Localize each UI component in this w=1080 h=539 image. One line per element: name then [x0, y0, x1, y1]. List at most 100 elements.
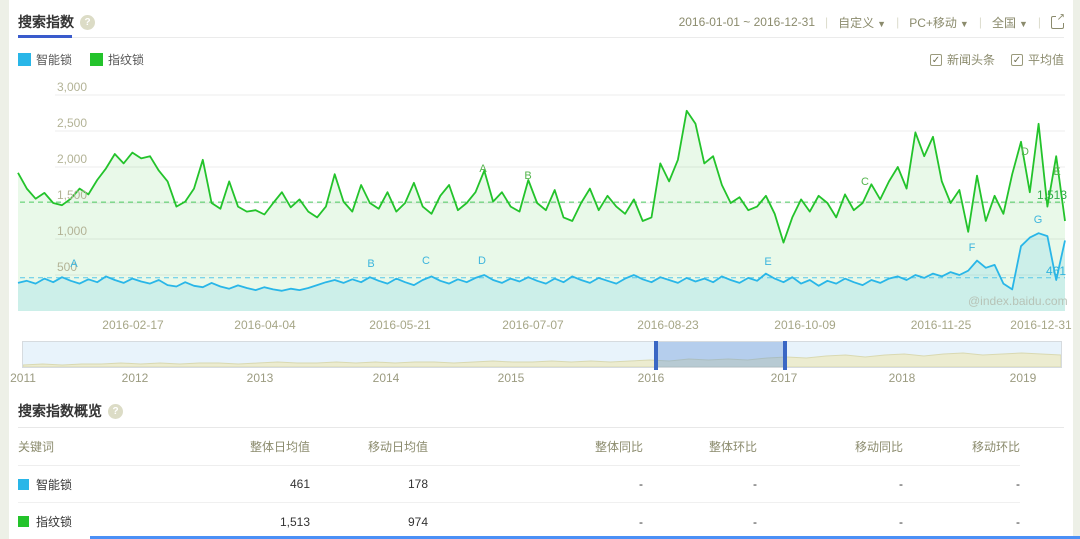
bottom-accent-bar: [90, 536, 1080, 539]
timeline-year-label: 2019: [1009, 371, 1037, 385]
overall-mom-value: -: [753, 477, 757, 491]
date-mode-dropdown[interactable]: 自定义 ▼: [838, 15, 887, 30]
timeline-year-label: 2015: [497, 371, 525, 385]
platform-dropdown[interactable]: PC+移动 ▼: [909, 15, 969, 30]
divider: |: [896, 15, 900, 29]
page-left-margin: [0, 0, 9, 539]
overview-title: 搜索指数概览: [18, 403, 102, 419]
timeline-year-label: 2016: [637, 371, 665, 385]
mobile-mom-value: -: [1016, 514, 1020, 529]
chevron-down-icon: ▼: [877, 18, 887, 29]
legend-swatch-green: [90, 53, 104, 66]
timeline-slider[interactable]: [22, 341, 1062, 370]
checkbox-checked-icon: ✓: [1010, 53, 1023, 66]
x-axis-label: 2016-10-09: [774, 318, 836, 332]
col-mobile-avg: 移动日均值: [367, 440, 428, 454]
keyword-label[interactable]: 智能锁: [36, 477, 73, 492]
average-checkbox[interactable]: ✓ 平均值: [1010, 53, 1064, 67]
overall-avg-value: 1,513: [279, 514, 310, 529]
overall-yoy-value: -: [639, 477, 643, 491]
table-row[interactable]: 指纹锁 1,513 974 - - - -: [18, 503, 1020, 539]
mobile-yoy-value: -: [899, 514, 903, 529]
y-axis-label: 500: [57, 260, 78, 274]
timeline-year-label: 2014: [372, 371, 400, 385]
news-marker-B[interactable]: B: [367, 258, 375, 270]
timeline-year-label: 2017: [770, 371, 798, 385]
timeline-selected-range[interactable]: [656, 342, 785, 367]
active-tab-underline: [18, 35, 72, 38]
news-marker-C[interactable]: C: [422, 255, 430, 267]
divider: |: [825, 15, 829, 29]
overall-avg-value: 461: [289, 477, 310, 491]
col-overall-mom: 整体环比: [708, 440, 757, 454]
trend-chart[interactable]: [0, 88, 1080, 316]
table-row[interactable]: 智能锁 461 178 - - - -: [18, 466, 1020, 503]
legend-row: 智能锁 指纹锁 ✓ 新闻头条 ✓ 平均值: [18, 52, 1064, 67]
legend-item-zhinengsuo[interactable]: 智能锁: [18, 51, 72, 68]
mobile-avg-value: 974: [407, 514, 428, 529]
header-rule: [18, 37, 1064, 38]
x-axis-label: 2016-12-31: [1010, 318, 1072, 332]
news-marker-C[interactable]: C: [861, 176, 869, 188]
mobile-avg-value: 178: [407, 477, 428, 491]
news-marker-D[interactable]: D: [478, 255, 486, 267]
timeline-handle-right[interactable]: [783, 341, 787, 370]
keyword-swatch: [18, 516, 29, 527]
news-marker-E[interactable]: E: [1053, 166, 1061, 178]
help-icon[interactable]: ?: [108, 403, 123, 419]
header-controls: 2016-01-01 ~ 2016-12-31 | 自定义 ▼ | PC+移动 ▼ …: [678, 11, 1065, 31]
y-axis-label: 1,000: [57, 224, 88, 238]
chevron-down-icon: ▼: [959, 18, 969, 29]
checkbox-group: ✓ 新闻头条 ✓ 平均值: [929, 51, 1064, 68]
watermark: @index.baidu.com: [968, 294, 1068, 308]
series-line-指纹锁[interactable]: [17, 109, 1066, 244]
region-dropdown[interactable]: 全国 ▼: [991, 15, 1028, 30]
col-mobile-mom: 移动环比: [971, 440, 1020, 454]
legend-swatch-cyan: [18, 53, 31, 66]
y-axis-label: 3,000: [57, 80, 88, 94]
y-axis-label: 2,000: [57, 152, 88, 166]
keyword-swatch: [18, 478, 29, 490]
mobile-yoy-value: -: [899, 477, 903, 491]
news-marker-A[interactable]: A: [70, 258, 78, 270]
help-icon[interactable]: ?: [80, 14, 95, 30]
overall-mom-value: -: [753, 514, 757, 529]
external-link-icon[interactable]: [1051, 11, 1065, 29]
news-marker-A[interactable]: A: [479, 163, 487, 175]
news-marker-F[interactable]: F: [968, 242, 976, 254]
timeline-year-label: 2012: [121, 371, 149, 385]
legend-item-zhiwensuo[interactable]: 指纹锁: [90, 51, 144, 68]
date-range-value[interactable]: 2016-01-01 ~ 2016-12-31: [678, 15, 816, 29]
news-marker-E[interactable]: E: [764, 256, 772, 268]
news-marker-D[interactable]: D: [1021, 146, 1029, 158]
timeline-year-label: 2018: [888, 371, 916, 385]
mobile-mom-value: -: [1016, 477, 1020, 491]
timeline-handle-left[interactable]: [654, 341, 658, 370]
overview-header: 搜索指数概览 ?: [18, 401, 123, 421]
col-mobile-yoy: 移动同比: [854, 440, 903, 454]
table-header-row: 关键词 整体日均值 移动日均值 整体同比 整体环比 移动同比 移动环比: [18, 428, 1020, 466]
average-value-label: 1,513: [1037, 188, 1068, 202]
series-line-智能锁[interactable]: [17, 232, 1066, 292]
chevron-down-icon: ▼: [1018, 18, 1028, 29]
news-marker-G[interactable]: G: [1033, 214, 1043, 226]
overview-table: 关键词 整体日均值 移动日均值 整体同比 整体环比 移动同比 移动环比 智能锁 …: [18, 428, 1020, 539]
y-axis-label: 1,500: [57, 188, 88, 202]
page-right-margin: [1073, 0, 1080, 539]
x-axis-label: 2016-11-25: [910, 318, 972, 332]
news-marker-B[interactable]: B: [524, 170, 532, 182]
page-title: 搜索指数: [18, 14, 74, 30]
divider: |: [978, 15, 982, 29]
col-keyword: 关键词: [18, 440, 55, 454]
x-axis-label: 2016-04-04: [234, 318, 296, 332]
checkbox-checked-icon: ✓: [929, 53, 942, 66]
overview-rule: [18, 427, 1064, 428]
chart-header: 搜索指数 ? 2016-01-01 ~ 2016-12-31 | 自定义 ▼ | …: [18, 10, 1065, 34]
overall-yoy-value: -: [639, 514, 643, 529]
keyword-label[interactable]: 指纹锁: [36, 515, 73, 529]
x-axis-label: 2016-08-23: [637, 318, 699, 332]
x-axis-label: 2016-05-21: [369, 318, 431, 332]
divider: |: [1037, 15, 1041, 29]
news-headlines-checkbox[interactable]: ✓ 新闻头条: [929, 53, 995, 67]
